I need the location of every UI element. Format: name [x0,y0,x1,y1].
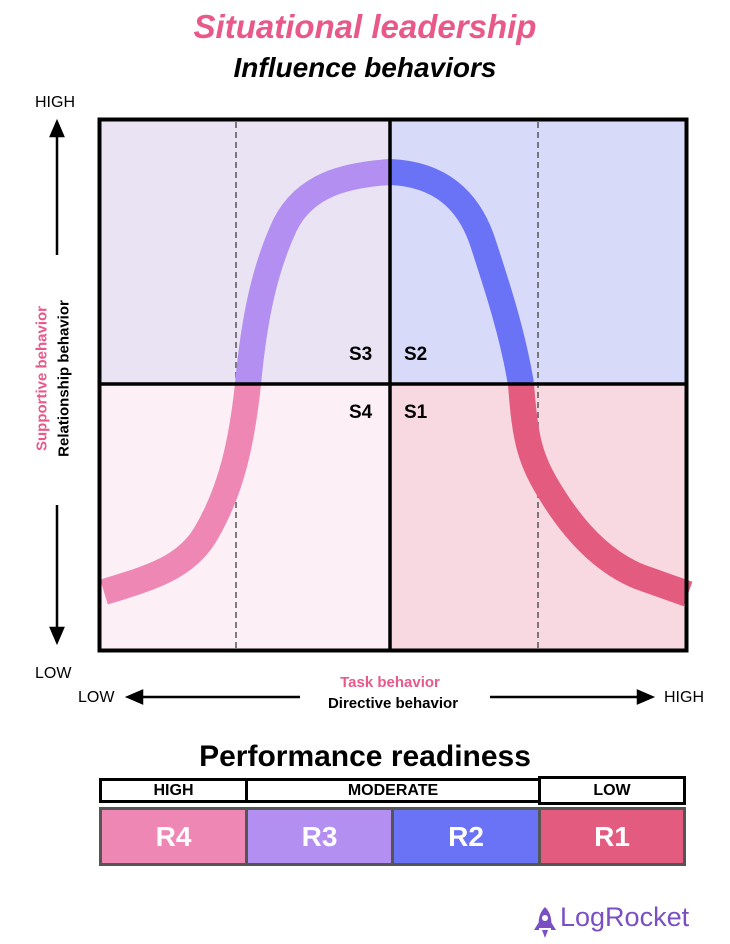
quadrant-s2 [390,118,688,384]
x-axis-arrows [124,689,656,705]
y-axis-arrows [49,118,65,646]
readiness-group-high: HIGH [99,778,248,803]
quadrant-label-s2: S2 [404,344,428,365]
title: Situational leadership [193,8,537,45]
readiness-r1: R1 [538,807,686,866]
x-axis-low: LOW [78,689,115,706]
readiness-r2: R2 [391,807,541,866]
readiness-title: Performance readiness [199,740,531,773]
curve-s2 [389,159,534,387]
logrocket-logo: LogRocket [560,902,690,932]
x-axis-label-primary: Task behavior [340,674,440,691]
x-axis-label-secondary: Directive behavior [327,695,459,712]
curve-s4 [100,382,261,605]
curve-s3 [235,159,391,386]
curve-s1 [508,383,693,607]
x-axis-high: HIGH [664,689,704,706]
quadrant-s1 [390,384,688,652]
y-axis-low: LOW [35,665,72,682]
quadrant-label-s3: S3 [349,344,373,365]
y-axis-label-primary: Supportive behavior [33,305,51,452]
y-axis-high: HIGH [35,94,75,111]
subtitle: Influence behaviors [233,52,497,83]
readiness-r3: R3 [245,807,394,866]
readiness-group-low: LOW [538,776,686,805]
readiness-group-moderate: MODERATE [245,778,541,803]
readiness-r4: R4 [99,807,248,866]
quadrant-label-s1: S1 [404,402,428,423]
y-axis-label-secondary: Relationship behavior [55,300,73,457]
rocket-icon [534,907,556,938]
quadrant-label-s4: S4 [349,402,373,423]
